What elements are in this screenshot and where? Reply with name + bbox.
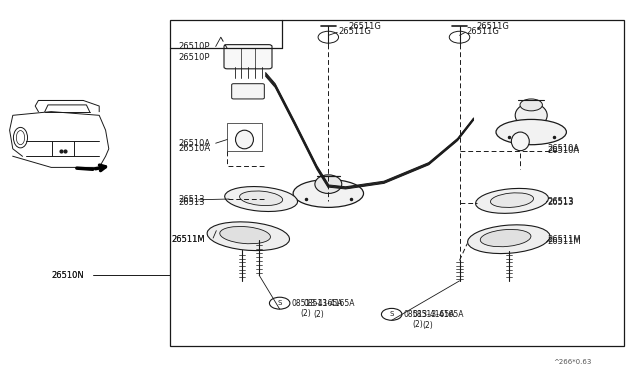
Text: 26510A: 26510A [178, 139, 210, 148]
Text: 08513-4165A: 08513-4165A [403, 310, 454, 319]
Ellipse shape [476, 188, 548, 214]
Text: 26511M: 26511M [172, 235, 205, 244]
FancyBboxPatch shape [232, 84, 264, 99]
Text: (2): (2) [301, 309, 312, 318]
Ellipse shape [315, 175, 342, 193]
Text: 26510A: 26510A [547, 146, 579, 155]
Ellipse shape [236, 130, 253, 149]
Text: 08513-4165A: 08513-4165A [304, 299, 355, 308]
Text: 26510N: 26510N [51, 271, 84, 280]
Ellipse shape [511, 132, 529, 151]
Text: 26510N: 26510N [51, 271, 84, 280]
Text: 26510A: 26510A [547, 144, 579, 153]
Ellipse shape [496, 119, 566, 145]
Text: 26511G: 26511G [349, 22, 381, 31]
Ellipse shape [490, 193, 534, 208]
FancyBboxPatch shape [224, 45, 272, 69]
Text: S: S [390, 311, 394, 317]
Ellipse shape [515, 103, 547, 128]
Ellipse shape [520, 99, 543, 111]
Text: 26511M: 26511M [172, 235, 205, 244]
Ellipse shape [225, 186, 298, 212]
Text: S: S [278, 300, 282, 306]
Text: 26511M: 26511M [547, 237, 581, 246]
Text: 08513-4165A: 08513-4165A [291, 299, 342, 308]
Ellipse shape [220, 227, 271, 244]
Ellipse shape [468, 225, 550, 254]
Ellipse shape [480, 230, 531, 247]
Text: (2): (2) [422, 321, 433, 330]
Text: ^266*0.63: ^266*0.63 [554, 359, 592, 365]
Text: 26510P: 26510P [178, 42, 209, 51]
Text: 26510P: 26510P [178, 53, 209, 62]
Text: 26513: 26513 [178, 195, 204, 204]
Bar [227, 123, 262, 151]
Text: 26511M: 26511M [547, 235, 581, 244]
Text: (2): (2) [314, 310, 324, 319]
Text: 26511G: 26511G [338, 27, 371, 36]
Text: 08513-4165A: 08513-4165A [413, 310, 464, 319]
Ellipse shape [207, 222, 289, 251]
Text: (2): (2) [413, 320, 424, 329]
Text: 26510A: 26510A [178, 144, 210, 153]
Text: 26513: 26513 [547, 198, 573, 207]
Text: 26513: 26513 [547, 197, 573, 206]
Text: 26511G: 26511G [477, 22, 509, 31]
Text: 26513: 26513 [178, 198, 204, 207]
Bar [170, 20, 624, 346]
Text: 26511G: 26511G [466, 27, 499, 36]
Ellipse shape [293, 180, 364, 208]
Ellipse shape [239, 191, 283, 206]
